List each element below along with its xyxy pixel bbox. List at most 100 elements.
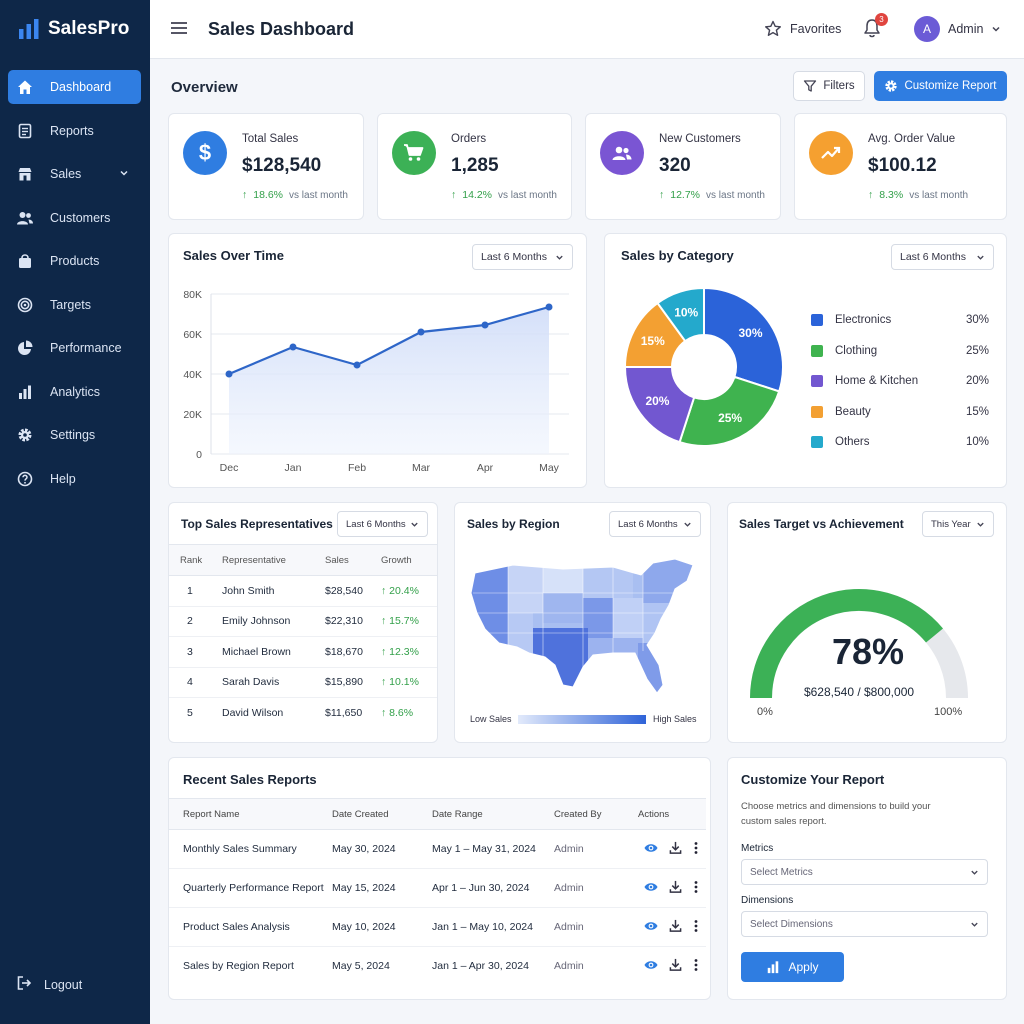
sales-by-region-title: Sales by Region — [467, 517, 560, 531]
top-bar: Sales Dashboard Favorites 3 A Admin — [150, 0, 1024, 59]
x-tick-label: Mar — [412, 462, 431, 474]
sidebar-item-analytics[interactable]: Analytics — [8, 375, 141, 409]
sidebar-item-label: Reports — [50, 123, 94, 138]
more-options-icon[interactable] — [693, 919, 699, 933]
eye-icon[interactable] — [644, 958, 658, 972]
eye-icon[interactable] — [644, 841, 658, 855]
filters-button[interactable]: Filters — [793, 71, 865, 101]
chevron-down-icon[interactable] — [119, 167, 129, 181]
customize-report-button[interactable]: Customize Report — [874, 71, 1007, 101]
data-point[interactable] — [289, 343, 297, 351]
table-row[interactable]: 3 Michael Brown $18,670 ↑ 12.3% — [169, 636, 437, 668]
favorites-button[interactable]: Favorites — [764, 20, 841, 38]
sales-by-region-card: Sales by Region Last 6 Months — [454, 502, 711, 743]
notifications-button[interactable]: 3 — [863, 13, 888, 41]
arrow-up-icon: ↑ — [868, 189, 874, 201]
created-by-cell: Admin — [554, 868, 638, 908]
overview-title: Overview — [171, 79, 238, 96]
download-icon[interactable] — [669, 880, 682, 893]
data-point[interactable] — [225, 370, 233, 378]
download-icon[interactable] — [669, 841, 682, 854]
legend-item[interactable]: Electronics 30% — [811, 314, 989, 326]
kpi-change: ↑ 12.7% vs last month — [659, 189, 765, 201]
table-row[interactable]: Product Sales Analysis May 10, 2024 Jan 1 … — [169, 907, 706, 947]
logout-label: Logout — [44, 977, 83, 992]
sidebar-item-dashboard[interactable]: Dashboard — [8, 70, 141, 104]
arrow-up-icon: ↑ — [242, 189, 248, 201]
sidebar-item-targets[interactable]: Targets — [8, 288, 141, 322]
kpi-vs-label: vs last month — [289, 189, 348, 201]
legend-item[interactable]: Clothing 25% — [811, 344, 989, 357]
pie-slice[interactable] — [703, 286, 784, 393]
metrics-select[interactable]: Select Metrics — [741, 859, 988, 885]
table-row[interactable]: Quarterly Performance Report May 15, 2024… — [169, 868, 706, 908]
user-menu[interactable]: A Admin — [914, 16, 1001, 42]
sidebar-item-sales[interactable]: Sales — [8, 157, 141, 191]
pie-slice[interactable] — [623, 366, 696, 444]
rep-name-cell: Michael Brown — [222, 636, 325, 668]
svg-text:$: $ — [199, 140, 211, 165]
report-name-cell: Monthly Sales Summary — [169, 829, 332, 869]
hamburger-menu-icon[interactable] — [170, 20, 188, 36]
rep-name-cell: Sarah Davis — [222, 667, 325, 698]
top-reps-card: Top Sales Representatives Last 6 Months … — [168, 502, 438, 743]
pie-slice[interactable] — [656, 286, 705, 343]
table-row[interactable]: 5 David Wilson $11,650 ↑ 8.6% — [169, 698, 437, 729]
logout-icon — [16, 975, 32, 994]
sales-target-range-select[interactable]: This Year — [922, 511, 994, 537]
table-row[interactable]: Sales by Region Report May 5, 2024 Jan 1 –… — [169, 947, 706, 986]
data-point[interactable] — [545, 303, 553, 311]
table-row[interactable]: 1 John Smith $28,540 ↑ 20.4% — [169, 575, 437, 607]
x-tick-label: Apr — [477, 462, 494, 474]
sidebar-item-products[interactable]: Products — [8, 244, 141, 278]
sales-cell: $22,310 — [325, 606, 381, 637]
column-header: Rank — [169, 544, 222, 576]
data-point[interactable] — [353, 361, 361, 369]
kpi-value: 1,285 — [451, 155, 499, 176]
dimensions-select[interactable]: Select Dimensions — [741, 911, 988, 937]
apply-button[interactable]: Apply — [741, 952, 844, 982]
app-logo[interactable]: SalesPro — [18, 18, 129, 40]
sales-by-category-range-select[interactable]: Last 6 Months — [891, 244, 994, 270]
y-tick-label: 20K — [183, 409, 202, 421]
top-reps-table: Rank Representative Sales Growth 1 John S… — [169, 544, 437, 728]
growth-cell: ↑ 8.6% — [381, 707, 414, 719]
more-options-icon[interactable] — [693, 841, 699, 855]
table-row[interactable]: 4 Sarah Davis $15,890 ↑ 10.1% — [169, 667, 437, 698]
avatar: A — [914, 16, 940, 42]
table-row[interactable]: Monthly Sales Summary May 30, 2024 May 1 –… — [169, 829, 706, 869]
slice-label: 10% — [674, 305, 698, 319]
kpi-change-value: 8.3% — [879, 189, 904, 201]
more-options-icon[interactable] — [693, 958, 699, 972]
sales-over-time-range-select[interactable]: Last 6 Months — [472, 244, 573, 270]
rep-name-cell: Emily Johnson — [222, 606, 325, 637]
date-created-cell: May 10, 2024 — [332, 907, 432, 947]
sales-by-region-range-select[interactable]: Last 6 Months — [609, 511, 701, 537]
sidebar-item-performance[interactable]: Performance — [8, 331, 141, 365]
data-point[interactable] — [417, 328, 425, 336]
column-header: Actions — [638, 798, 706, 830]
eye-icon[interactable] — [644, 880, 658, 894]
top-reps-range-select[interactable]: Last 6 Months — [337, 511, 428, 537]
pie-slice[interactable] — [678, 375, 781, 447]
legend-item[interactable]: Beauty 15% — [811, 405, 989, 418]
sidebar-item-help[interactable]: Help — [8, 462, 141, 496]
data-point[interactable] — [481, 321, 489, 329]
sidebar-item-reports[interactable]: Reports — [8, 114, 141, 148]
date-created-cell: May 15, 2024 — [332, 868, 432, 908]
column-header: Growth — [381, 544, 437, 576]
recent-reports-card: Recent Sales Reports Report Name Date Cr… — [168, 757, 711, 1000]
download-icon[interactable] — [669, 958, 682, 972]
legend-item[interactable]: Home & Kitchen 20% — [811, 375, 989, 387]
sales-cell: $11,650 — [325, 707, 363, 719]
eye-icon[interactable] — [644, 919, 658, 933]
legend-item[interactable]: Others 10% — [811, 436, 989, 448]
download-icon[interactable] — [669, 919, 682, 932]
more-options-icon[interactable] — [693, 880, 699, 894]
growth-cell: ↑ 15.7% — [381, 606, 437, 637]
sidebar-item-customers[interactable]: Customers — [8, 201, 141, 235]
table-row[interactable]: 2 Emily Johnson $22,310 ↑ 15.7% — [169, 606, 437, 637]
sidebar-item-settings[interactable]: Settings — [8, 418, 141, 452]
logout-button[interactable]: Logout — [16, 975, 82, 994]
rank-cell: 1 — [169, 575, 222, 607]
